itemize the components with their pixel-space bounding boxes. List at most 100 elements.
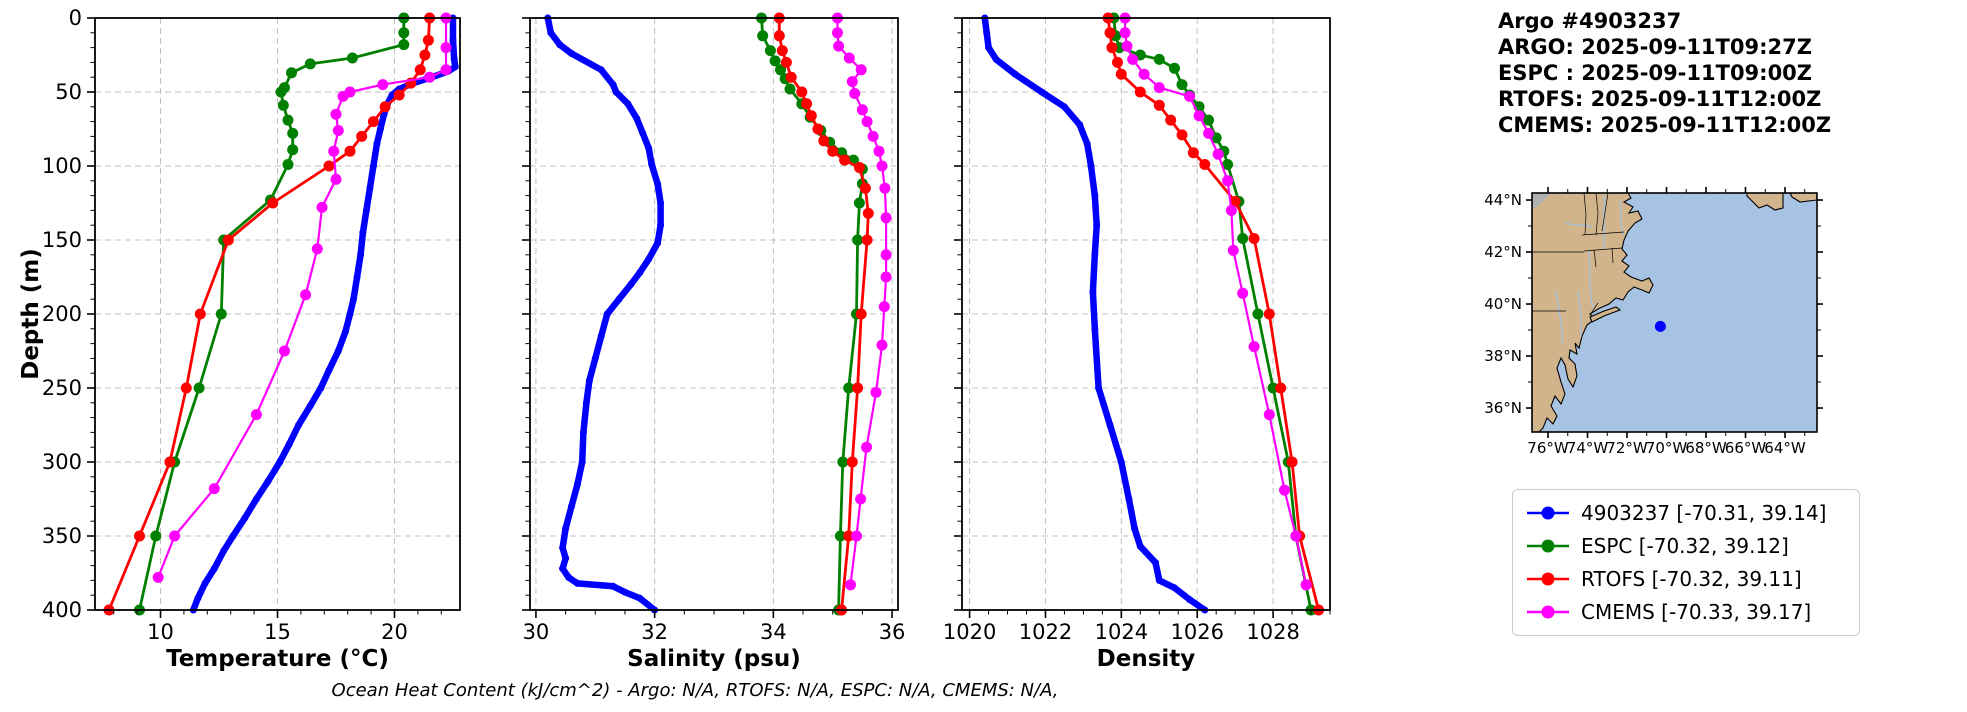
map-coastline bbox=[1532, 193, 1817, 432]
legend-label-argo: 4903237 [-70.31, 39.14] bbox=[1581, 501, 1827, 525]
series-4903237 bbox=[544, 14, 665, 614]
svg-text:30: 30 bbox=[523, 620, 550, 644]
xaxis-label-salinity: Salinity (psu) bbox=[627, 646, 801, 672]
svg-text:250: 250 bbox=[42, 376, 82, 400]
series-espc-markers bbox=[134, 12, 410, 616]
map-rivers bbox=[1555, 194, 1625, 346]
legend-label-espc: ESPC [-70.32, 39.12] bbox=[1581, 534, 1789, 558]
legend-label-cmems: CMEMS [-70.33, 39.17] bbox=[1581, 600, 1812, 624]
series-rtofs bbox=[1102, 12, 1325, 616]
legend: 4903237 [-70.31, 39.14] ESPC [-70.32, 39… bbox=[1512, 489, 1860, 636]
figure-title: Argo #4903237 bbox=[1498, 9, 1682, 33]
series-4903237 bbox=[981, 14, 1209, 614]
svg-text:1028: 1028 bbox=[1246, 620, 1299, 644]
map-tick-marks bbox=[1526, 187, 1823, 438]
xaxis-label-temperature: Temperature (°C) bbox=[166, 646, 389, 672]
svg-text:20: 20 bbox=[381, 620, 408, 644]
svg-text:15: 15 bbox=[264, 620, 291, 644]
header-block: Argo #4903237 ARGO: 2025-09-11T09:27Z ES… bbox=[1498, 8, 1958, 138]
series-4903237-markers bbox=[544, 14, 665, 614]
espc-line-swatch bbox=[1527, 539, 1569, 553]
map-lon-label: 66°W bbox=[1725, 439, 1767, 457]
legend-label-rtofs: RTOFS [-70.32, 39.11] bbox=[1581, 567, 1802, 591]
xaxis-label-density: Density bbox=[1097, 646, 1196, 672]
map-lon-label: 76°W bbox=[1527, 439, 1569, 457]
series-espc-line bbox=[138, 16, 406, 612]
rtofs-line-swatch bbox=[1527, 572, 1569, 586]
legend-item-argo: 4903237 [-70.31, 39.14] bbox=[1525, 499, 1847, 527]
svg-text:50: 50 bbox=[55, 80, 82, 104]
rtofs-timestamp: RTOFS: 2025-09-11T12:00Z bbox=[1498, 87, 1822, 111]
series-cmems bbox=[832, 12, 892, 591]
legend-item-espc: ESPC [-70.32, 39.12] bbox=[1525, 532, 1847, 560]
legend-item-rtofs: RTOFS [-70.32, 39.11] bbox=[1525, 565, 1847, 593]
argo-timestamp: ARGO: 2025-09-11T09:27Z bbox=[1498, 35, 1812, 59]
svg-text:300: 300 bbox=[42, 450, 82, 474]
series-cmems bbox=[1119, 12, 1312, 591]
svg-text:100: 100 bbox=[42, 154, 82, 178]
argo-line-swatch bbox=[1527, 506, 1569, 520]
svg-text:1020: 1020 bbox=[943, 620, 996, 644]
legend-item-cmems: CMEMS [-70.33, 39.17] bbox=[1525, 598, 1847, 626]
svg-text:10: 10 bbox=[147, 620, 174, 644]
series-rtofs-markers bbox=[103, 12, 436, 616]
grid bbox=[530, 17, 898, 611]
map-lat-label: 42°N bbox=[1484, 243, 1522, 261]
land-long-island bbox=[1589, 306, 1622, 323]
svg-text:34: 34 bbox=[760, 620, 787, 644]
svg-text:150: 150 bbox=[42, 228, 82, 252]
profile-plots: 10 15 20050100150200250300350400Temperatur… bbox=[18, 6, 1331, 672]
axis-ticks bbox=[522, 17, 893, 618]
float-position-marker bbox=[1654, 320, 1666, 332]
svg-text:32: 32 bbox=[641, 620, 668, 644]
series-rtofs bbox=[103, 12, 436, 616]
axis-ticks bbox=[87, 17, 442, 618]
map-lon-label: 64°W bbox=[1764, 439, 1806, 457]
location-map: 76°W74°W72°W70°W68°W66°W64°W 44°N 42°N 40°N… bbox=[1484, 187, 1823, 457]
series-espc bbox=[134, 12, 410, 616]
svg-text:0: 0 bbox=[69, 6, 82, 30]
map-lat-label: 36°N bbox=[1484, 399, 1522, 417]
map-lat-label: 38°N bbox=[1484, 347, 1522, 365]
grid bbox=[95, 17, 460, 611]
land-nova-scotia bbox=[1746, 193, 1784, 211]
ohc-annotation: Ocean Heat Content (kJ/cm^2) - Argo: N/A… bbox=[331, 680, 1059, 701]
series-rtofs-markers bbox=[773, 12, 874, 616]
series-cmems-markers bbox=[1119, 12, 1312, 591]
series-rtofs bbox=[773, 12, 874, 616]
map-lat-label: 44°N bbox=[1484, 191, 1522, 209]
axis-tick-labels: 30 32 34 36 bbox=[523, 620, 906, 644]
map-gray-region bbox=[1532, 193, 1552, 210]
svg-text:1026: 1026 bbox=[1170, 620, 1223, 644]
svg-text:200: 200 bbox=[42, 302, 82, 326]
espc-timestamp: ESPC : 2025-09-11T09:00Z bbox=[1498, 61, 1813, 85]
series-cmems-line bbox=[1124, 16, 1308, 586]
series-4903237-line bbox=[981, 14, 1209, 614]
series-cmems-markers bbox=[832, 12, 892, 591]
map-lat-label: 40°N bbox=[1484, 295, 1522, 313]
plot-temperature: 10 15 20050100150200250300350400Temperatur… bbox=[18, 6, 461, 672]
land-corner bbox=[1789, 193, 1817, 203]
map-lon-label: 72°W bbox=[1606, 439, 1648, 457]
series-4903237-markers bbox=[981, 14, 1209, 614]
map-ticks-and-labels: 76°W74°W72°W70°W68°W66°W64°W 44°N 42°N 40°N… bbox=[1484, 187, 1823, 457]
series-cmems-markers bbox=[152, 12, 452, 583]
cmems-line-swatch bbox=[1527, 605, 1569, 619]
map-frame bbox=[1531, 192, 1818, 433]
svg-text:400: 400 bbox=[42, 598, 82, 622]
axis-tick-labels: 1020 1022 1024 1026 1028 bbox=[943, 620, 1300, 644]
axis-ticks bbox=[954, 17, 1331, 618]
cmems-timestamp: CMEMS: 2025-09-11T12:00Z bbox=[1498, 113, 1832, 137]
plot-salinity: 30 32 34 36 Salinity (psu) bbox=[522, 12, 906, 672]
map-lon-label: 68°W bbox=[1685, 439, 1727, 457]
svg-text:350: 350 bbox=[42, 524, 82, 548]
svg-text:1022: 1022 bbox=[1019, 620, 1072, 644]
series-cmems bbox=[152, 12, 452, 583]
land-mainland bbox=[1532, 193, 1654, 432]
svg-text:1024: 1024 bbox=[1095, 620, 1148, 644]
svg-text:36: 36 bbox=[879, 620, 906, 644]
map-lon-label: 70°W bbox=[1646, 439, 1688, 457]
map-state-borders bbox=[1532, 193, 1625, 316]
